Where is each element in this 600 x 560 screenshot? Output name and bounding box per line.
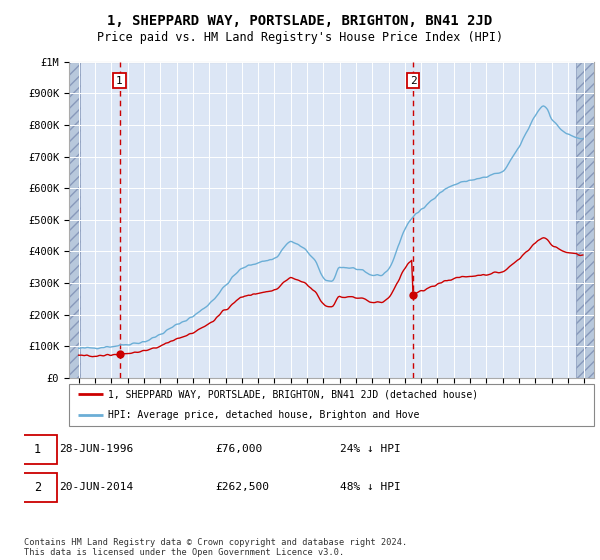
- Text: 48% ↓ HPI: 48% ↓ HPI: [340, 482, 401, 492]
- Bar: [576, 48, 594, 380]
- Text: 1, SHEPPARD WAY, PORTSLADE, BRIGHTON, BN41 2JD: 1, SHEPPARD WAY, PORTSLADE, BRIGHTON, BN…: [107, 14, 493, 28]
- Text: 1: 1: [34, 443, 41, 456]
- Text: Contains HM Land Registry data © Crown copyright and database right 2024.
This d: Contains HM Land Registry data © Crown c…: [24, 538, 407, 557]
- Text: 20-JUN-2014: 20-JUN-2014: [59, 482, 133, 492]
- Text: 1: 1: [116, 76, 123, 86]
- Text: 2: 2: [34, 480, 41, 494]
- Text: £262,500: £262,500: [216, 482, 270, 492]
- Text: 1, SHEPPARD WAY, PORTSLADE, BRIGHTON, BN41 2JD (detached house): 1, SHEPPARD WAY, PORTSLADE, BRIGHTON, BN…: [109, 389, 479, 399]
- Text: 24% ↓ HPI: 24% ↓ HPI: [340, 444, 401, 454]
- FancyBboxPatch shape: [19, 435, 57, 464]
- Text: 2: 2: [410, 76, 416, 86]
- FancyBboxPatch shape: [69, 384, 594, 426]
- FancyBboxPatch shape: [19, 473, 57, 502]
- Text: Price paid vs. HM Land Registry's House Price Index (HPI): Price paid vs. HM Land Registry's House …: [97, 31, 503, 44]
- Text: HPI: Average price, detached house, Brighton and Hove: HPI: Average price, detached house, Brig…: [109, 410, 420, 420]
- Text: £76,000: £76,000: [216, 444, 263, 454]
- Text: 28-JUN-1996: 28-JUN-1996: [59, 444, 133, 454]
- Bar: [69, 48, 80, 380]
